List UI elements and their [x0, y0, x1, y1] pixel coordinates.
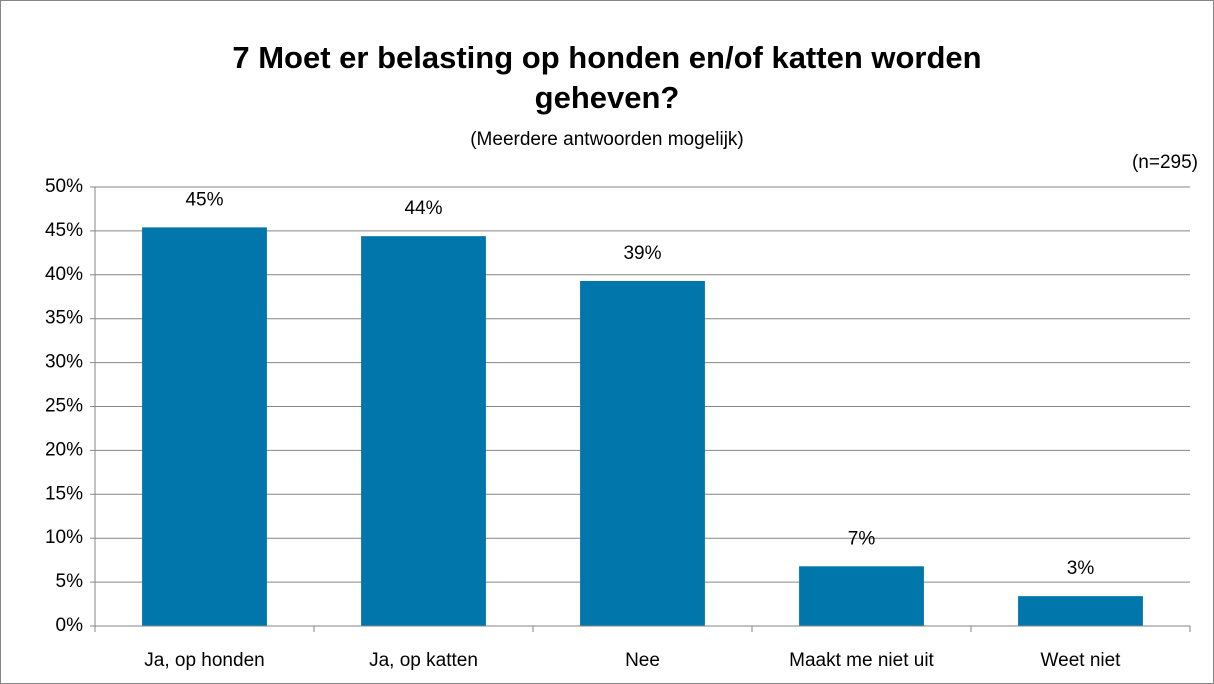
bar	[1018, 596, 1143, 626]
y-tick-label: 15%	[45, 483, 83, 504]
y-tick-label: 10%	[45, 527, 83, 548]
y-tick-label: 50%	[45, 176, 83, 197]
bar	[361, 236, 486, 626]
x-tick-label: Ja, op honden	[144, 650, 264, 671]
y-tick-label: 20%	[45, 439, 83, 460]
x-tick-label: Ja, op katten	[369, 650, 478, 671]
bar	[799, 566, 924, 626]
y-tick-label: 25%	[45, 396, 83, 417]
y-tick-label: 30%	[45, 352, 83, 373]
data-label: 39%	[623, 243, 661, 264]
y-tick-label: 45%	[45, 220, 83, 241]
chart-subtitle: (Meerdere antwoorden mogelijk)	[470, 129, 744, 150]
y-tick-label: 5%	[56, 571, 84, 592]
chart-title: 7 Moet er belasting op honden en/of katt…	[232, 40, 982, 115]
bar	[580, 280, 705, 626]
data-label: 44%	[404, 198, 442, 219]
y-tick-label: 35%	[45, 308, 83, 329]
data-label: 7%	[848, 528, 876, 549]
data-label: 45%	[185, 189, 223, 210]
bar	[142, 227, 267, 626]
annotation: (n=295)	[1132, 152, 1198, 173]
x-tick-label: Maakt me niet uit	[789, 650, 934, 671]
x-tick-label: Nee	[625, 650, 660, 671]
data-label: 3%	[1067, 558, 1095, 579]
y-tick-label: 0%	[56, 615, 84, 636]
x-tick-label: Weet niet	[1041, 650, 1122, 671]
y-tick-label: 40%	[45, 264, 83, 285]
